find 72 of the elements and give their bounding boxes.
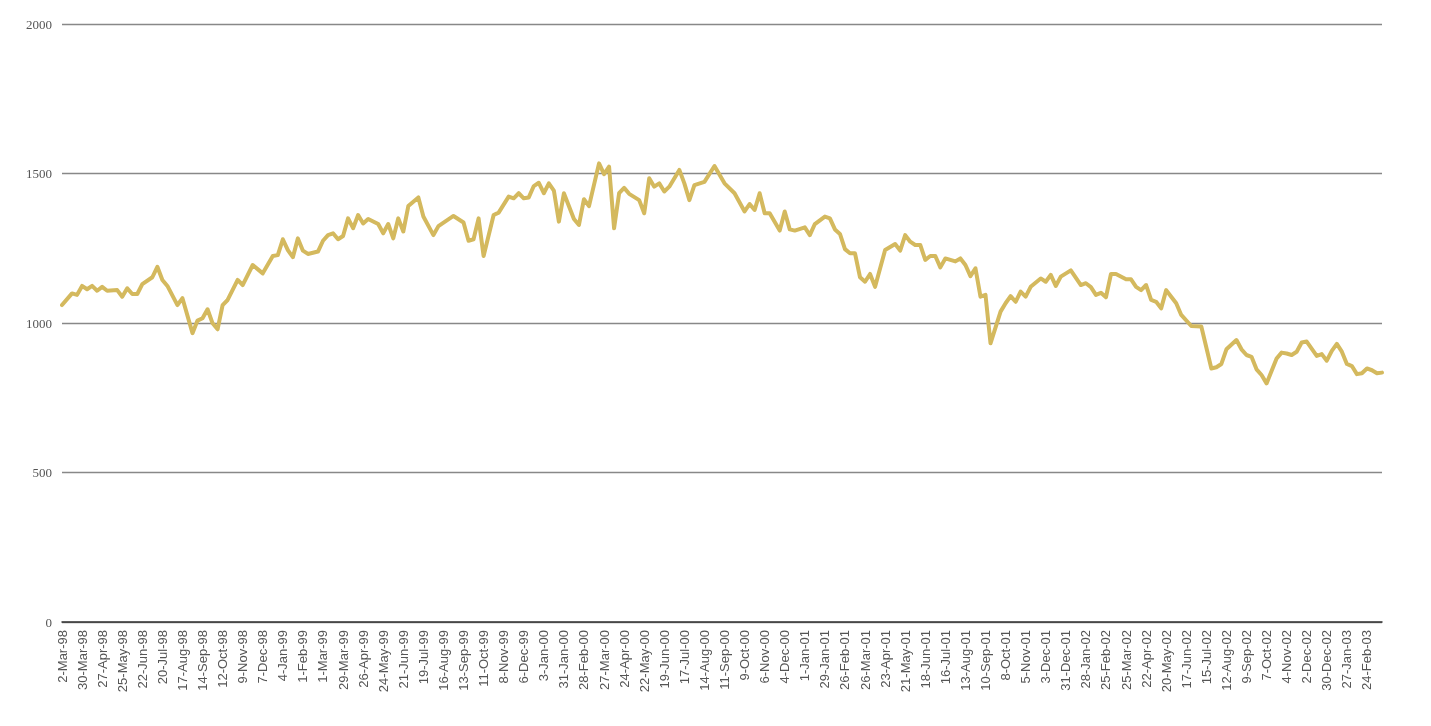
x-tick-label: 10-Sep-01 [978, 630, 993, 691]
x-tick-label: 22-Apr-02 [1138, 630, 1154, 688]
y-tick-label: 0 [45, 614, 52, 630]
x-tick-label: 31-Dec-01 [1058, 630, 1074, 691]
x-tick-label: 14-Sep-98 [195, 630, 211, 691]
x-tick-label: 30-Dec-02 [1319, 630, 1335, 691]
x-tick-label: 26-Apr-99 [355, 630, 371, 688]
x-tick-label: 26-Mar-01 [857, 630, 873, 690]
x-tick-label: 1-Jan-01 [797, 630, 813, 682]
x-tick-label: 2-Mar-98 [54, 630, 70, 683]
x-tick-label: 24-Apr-00 [616, 630, 632, 688]
x-tick-label: 11-Sep-00 [717, 630, 733, 690]
x-tick-label: 17-Jun-02 [1178, 630, 1194, 689]
x-tick-label: 30-Mar-98 [74, 630, 90, 690]
x-tick-label: 1-Mar-99 [315, 630, 331, 683]
x-tick-label: 15-Jul-02 [1198, 630, 1214, 685]
y-tick-label: 1500 [26, 166, 52, 181]
x-tick-label: 26-Feb-01 [837, 630, 853, 690]
x-tick-label: 6-Dec-99 [516, 630, 532, 684]
x-tick-label: 25-May-98 [114, 630, 130, 693]
x-tick-label: 14-Aug-00 [696, 630, 712, 691]
x-tick-label: 13-Aug-01 [957, 630, 973, 691]
x-tick-label: 4-Nov-02 [1279, 630, 1295, 684]
x-tick-label: 9-Nov-98 [235, 630, 251, 684]
x-tick-label: 24-May-99 [375, 630, 391, 693]
x-tick-label: 9-Sep-02 [1238, 630, 1254, 684]
x-tick-label: 28-Jan-02 [1078, 630, 1094, 689]
x-tick-label: 2-Dec-02 [1299, 630, 1315, 684]
x-tick-label: 20-May-02 [1158, 630, 1174, 693]
x-tick-label: 19-Jul-99 [415, 630, 431, 685]
x-tick-label: 21-May-01 [897, 630, 913, 693]
x-tick-label: 8-Oct-01 [998, 630, 1014, 681]
x-tick-label: 19-Jun-00 [656, 630, 672, 689]
x-tick-label: 17-Jul-00 [676, 630, 692, 685]
x-tick-label: 6-Nov-00 [757, 630, 773, 684]
x-tick-label: 22-Jun-98 [134, 630, 150, 689]
x-tick-label: 29-Mar-99 [335, 630, 351, 690]
x-tick-label: 29-Jan-01 [817, 630, 833, 689]
y-tick-label: 1000 [26, 315, 52, 331]
y-tick-label: 2000 [26, 16, 52, 32]
x-tick-label: 23-Apr-01 [877, 630, 893, 688]
x-tick-label: 18-Jun-01 [917, 630, 933, 689]
x-tick-label: 7-Oct-02 [1259, 630, 1275, 681]
x-tick-label: 25-Mar-02 [1118, 630, 1134, 690]
x-tick-label: 3-Dec-01 [1038, 630, 1054, 684]
x-tick-label: 1-Feb-99 [295, 630, 311, 683]
x-tick-label: 28-Feb-00 [576, 630, 592, 690]
x-tick-label: 16-Jul-01 [937, 630, 953, 685]
x-tick-label: 24-Feb-03 [1359, 630, 1375, 690]
x-tick-label: 21-Jun-99 [395, 630, 411, 689]
y-tick-label: 500 [32, 465, 52, 480]
x-tick-label: 17-Aug-98 [174, 630, 190, 691]
x-tick-label: 8-Nov-99 [496, 630, 512, 684]
x-tick-label: 5-Nov-01 [1018, 630, 1034, 684]
x-tick-label: 11-Oct-99 [476, 630, 492, 687]
x-tick-label: 12-Oct-98 [215, 630, 231, 688]
x-tick-label: 22-May-00 [636, 630, 652, 693]
x-tick-label: 4-Jan-99 [275, 630, 291, 682]
x-tick-label: 20-Jul-98 [154, 630, 170, 685]
line-series [60, 161, 1384, 386]
x-tick-label: 12-Aug-02 [1218, 630, 1234, 691]
x-tick-label: 27-Mar-00 [596, 630, 612, 690]
x-tick-label: 25-Feb-02 [1098, 630, 1114, 690]
x-tick-label: 13-Sep-99 [456, 630, 472, 691]
x-tick-label: 9-Oct-00 [737, 630, 753, 681]
x-tick-label: 3-Jan-00 [536, 630, 552, 682]
x-tick-label: 4-Dec-00 [777, 630, 793, 684]
x-tick-label: 27-Apr-98 [94, 630, 110, 688]
x-tick-label: 31-Jan-00 [556, 630, 572, 689]
x-tick-label: 7-Dec-98 [255, 630, 271, 684]
x-tick-label: 27-Jan-03 [1339, 630, 1355, 689]
x-tick-label: 16-Aug-99 [435, 630, 451, 691]
